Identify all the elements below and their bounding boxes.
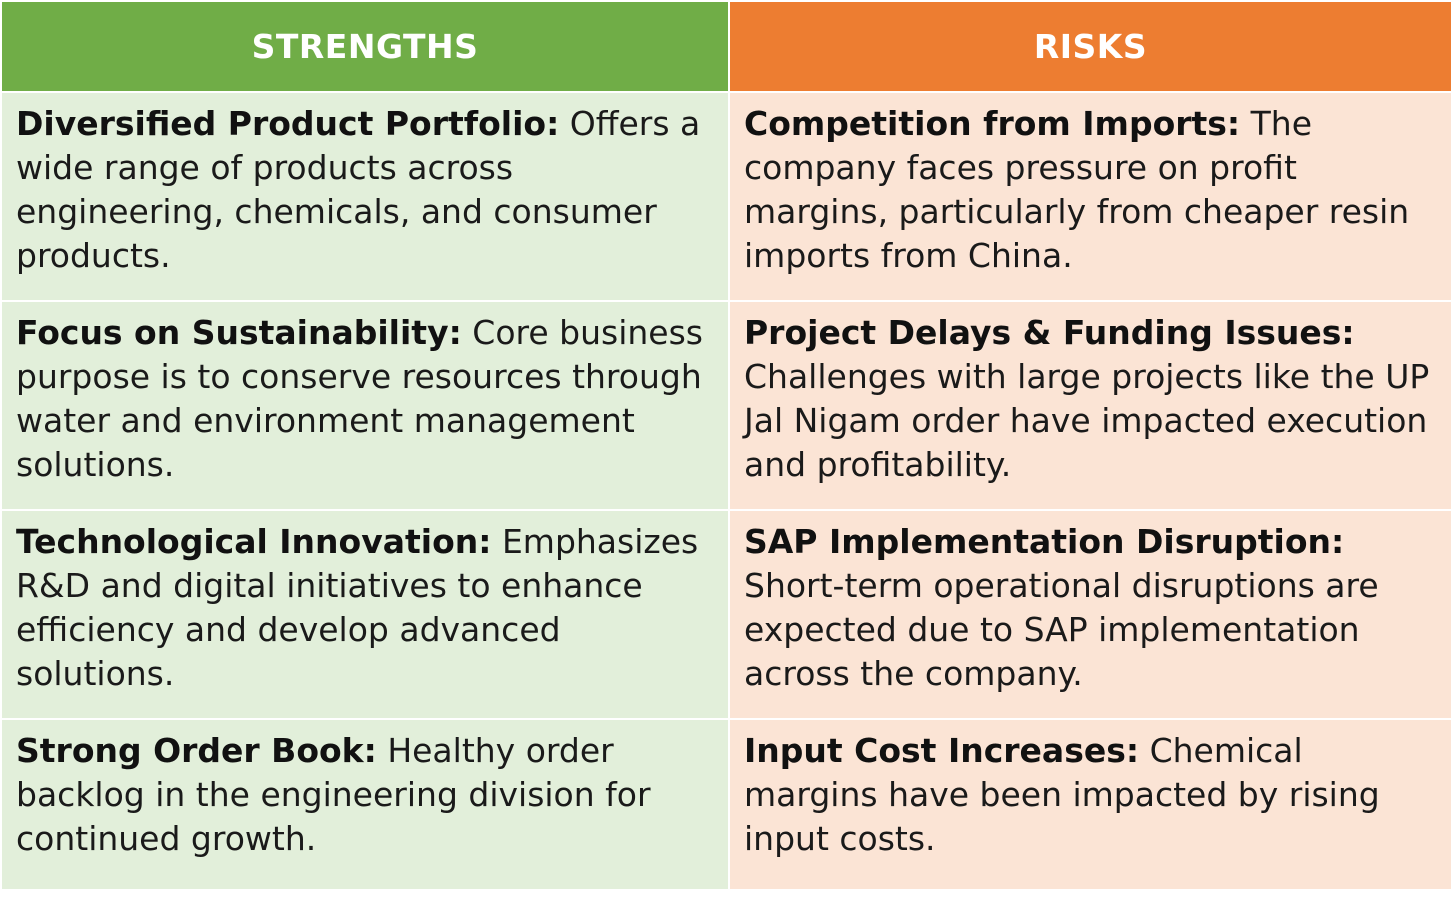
risk-title: SAP Implementation Disruption:: [744, 522, 1345, 561]
strength-cell-4: Strong Order Book: Healthy order backlog…: [2, 720, 728, 889]
strength-title: Focus on Sustainability:: [16, 313, 462, 352]
risk-title: Project Delays & Funding Issues:: [744, 313, 1355, 352]
strength-cell-1: Diversified Product Portfolio: Offers a …: [2, 93, 728, 300]
strength-cell-3: Technological Innovation: Emphasizes R&D…: [2, 511, 728, 718]
risk-cell-1: Competition from Imports: The company fa…: [730, 93, 1451, 300]
strength-title: Technological Innovation:: [16, 522, 492, 561]
strength-text: Healthy order backlog in the engineering…: [16, 731, 651, 858]
risk-title: Input Cost Increases:: [744, 731, 1140, 770]
risk-cell-3: SAP Implementation Disruption: Short-ter…: [730, 511, 1451, 718]
risk-text: The company faces pressure on profit mar…: [744, 104, 1410, 275]
risk-cell-4: Input Cost Increases: Chemical margins h…: [730, 720, 1451, 889]
risk-title: Competition from Imports:: [744, 104, 1241, 143]
risks-header: RISKS: [730, 2, 1451, 91]
risk-text: Short-term operational disruptions are e…: [744, 566, 1379, 693]
strength-text: Emphasizes R&D and digital initiatives t…: [16, 522, 699, 693]
strength-cell-2: Focus on Sustainability: Core business p…: [2, 302, 728, 509]
strength-text: Core business purpose is to conserve res…: [16, 313, 703, 484]
strengths-header: STRENGTHS: [2, 2, 728, 91]
risk-cell-2: Project Delays & Funding Issues: Challen…: [730, 302, 1451, 509]
strength-text: Offers a wide range of products across e…: [16, 104, 701, 275]
risk-text: Challenges with large projects like the …: [744, 357, 1430, 484]
risk-text: Chemical margins have been impacted by r…: [744, 731, 1380, 858]
strength-title: Diversified Product Portfolio:: [16, 104, 560, 143]
strength-title: Strong Order Book:: [16, 731, 377, 770]
